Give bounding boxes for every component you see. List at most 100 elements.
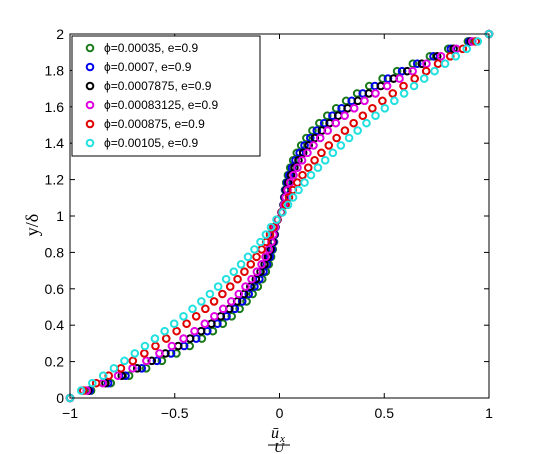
data-point-series-4 xyxy=(293,163,302,173)
data-point-series-6 xyxy=(362,118,371,128)
data-point-series-4 xyxy=(218,304,228,314)
data-point-series-4 xyxy=(128,363,137,373)
data-point-series-5 xyxy=(209,297,219,306)
data-point-series-4 xyxy=(303,148,312,158)
data-point-series-1 xyxy=(331,103,341,113)
data-point-series-6 xyxy=(140,341,150,351)
legend-marker xyxy=(85,119,95,129)
data-point-series-5 xyxy=(140,349,149,358)
x-axis-label: ū x U xyxy=(268,425,290,454)
data-point-series-5 xyxy=(191,311,201,321)
legend-entries: ϕ=0.00035, e=0.9 ϕ=0.0007, e=0.9 ϕ=0.00078… xyxy=(85,41,218,150)
legend: ϕ=0.00035, e=0.9 ϕ=0.0007, e=0.9 ϕ=0.00078… xyxy=(71,35,261,157)
data-point-series-5 xyxy=(349,118,358,128)
data-point-series-1 xyxy=(378,74,387,83)
data-point-series-1 xyxy=(218,319,228,329)
data-point-series-4 xyxy=(267,237,276,247)
data-point-series-4 xyxy=(323,126,332,135)
data-point-series-6 xyxy=(462,44,472,54)
data-point-series-4 xyxy=(234,289,244,299)
data-point-series-1 xyxy=(208,326,218,336)
data-point-series-6 xyxy=(205,289,215,299)
data-point-series-6 xyxy=(288,193,298,202)
legend-entry-label: ϕ=0.000875, e=0.9 xyxy=(104,117,205,131)
data-point-series-3 xyxy=(196,326,206,336)
y-tick-label: 1.2 xyxy=(45,172,65,188)
data-point-series-2 xyxy=(319,118,329,128)
data-point-series-5 xyxy=(445,51,455,61)
plot-markers xyxy=(65,29,494,403)
data-point-series-6 xyxy=(261,230,271,239)
data-point-series-6 xyxy=(236,259,246,269)
data-point-series-2 xyxy=(250,282,259,291)
data-point-series-6 xyxy=(272,215,281,225)
data-point-series-5 xyxy=(172,326,181,336)
data-point-series-4 xyxy=(331,118,341,128)
data-point-series-4 xyxy=(210,311,219,321)
data-point-series-5 xyxy=(388,89,398,98)
data-point-series-4 xyxy=(422,59,431,69)
data-point-series-1 xyxy=(392,66,402,76)
data-point-series-4 xyxy=(179,334,188,343)
data-point-series-6 xyxy=(419,74,429,83)
data-point-series-6 xyxy=(283,200,293,210)
data-point-series-5 xyxy=(116,363,126,373)
data-point-series-6 xyxy=(399,89,409,98)
legend-marker xyxy=(85,81,95,91)
data-point-series-4 xyxy=(247,274,256,284)
data-point-series-4 xyxy=(382,81,392,91)
x-axis-label-subscript: x xyxy=(279,433,285,445)
data-point-series-5 xyxy=(225,282,235,291)
data-point-series-4 xyxy=(241,282,250,291)
data-point-series-4 xyxy=(257,259,266,269)
data-point-series-1 xyxy=(315,118,324,128)
legend-entry-label: ϕ=0.0007875, e=0.9 xyxy=(104,79,212,93)
x-tick-label: 0 xyxy=(276,405,284,421)
data-point-series-2 xyxy=(255,274,264,284)
data-point-series-6 xyxy=(473,37,483,46)
y-tick-label: 1 xyxy=(56,208,64,224)
x-tick-label: 0.5 xyxy=(375,405,395,421)
data-point-series-3 xyxy=(239,289,249,299)
data-point-series-6 xyxy=(306,170,316,180)
data-point-series-6 xyxy=(76,386,86,395)
data-point-series-4 xyxy=(349,103,359,113)
data-point-series-5 xyxy=(201,304,210,314)
data-point-series-5 xyxy=(257,245,266,254)
data-point-series-4 xyxy=(113,371,123,381)
data-point-series-6 xyxy=(266,222,276,232)
data-point-series-2 xyxy=(397,66,407,76)
data-point-series-4 xyxy=(309,141,318,150)
data-point-series-5 xyxy=(246,259,256,269)
data-point-series-6 xyxy=(109,363,119,373)
data-point-series-2 xyxy=(412,59,422,69)
data-point-series-5 xyxy=(310,155,319,165)
data-point-series-6 xyxy=(430,66,439,76)
data-point-series-4 xyxy=(436,51,446,61)
data-point-series-6 xyxy=(130,349,140,358)
legend-entry-label: ϕ=0.00083125, e=0.9 xyxy=(104,98,218,112)
data-point-series-3 xyxy=(310,133,320,143)
data-point-series-6 xyxy=(179,311,188,321)
data-point-series-5 xyxy=(240,267,249,277)
data-point-series-6 xyxy=(313,163,323,173)
y-tick-label: 1.4 xyxy=(45,135,65,151)
legend-entry-label: ϕ=0.0007, e=0.9 xyxy=(104,60,192,74)
data-point-series-4 xyxy=(408,66,417,76)
data-point-series-4 xyxy=(261,252,270,262)
x-tick-label: −0.5 xyxy=(161,405,189,421)
data-point-series-6 xyxy=(344,133,354,143)
data-point-series-6 xyxy=(300,178,309,187)
data-point-series-3 xyxy=(402,66,412,76)
legend-marker xyxy=(85,43,95,53)
data-point-series-5 xyxy=(104,371,114,381)
data-point-series-6 xyxy=(250,245,259,254)
data-point-series-5 xyxy=(252,252,261,262)
data-point-series-4 xyxy=(297,155,307,165)
data-point-series-1 xyxy=(172,349,181,358)
data-point-series-4 xyxy=(190,326,199,336)
data-point-series-2 xyxy=(300,141,309,150)
data-point-series-5 xyxy=(161,334,171,343)
data-point-series-5 xyxy=(358,111,368,121)
data-point-series-6 xyxy=(390,96,399,106)
